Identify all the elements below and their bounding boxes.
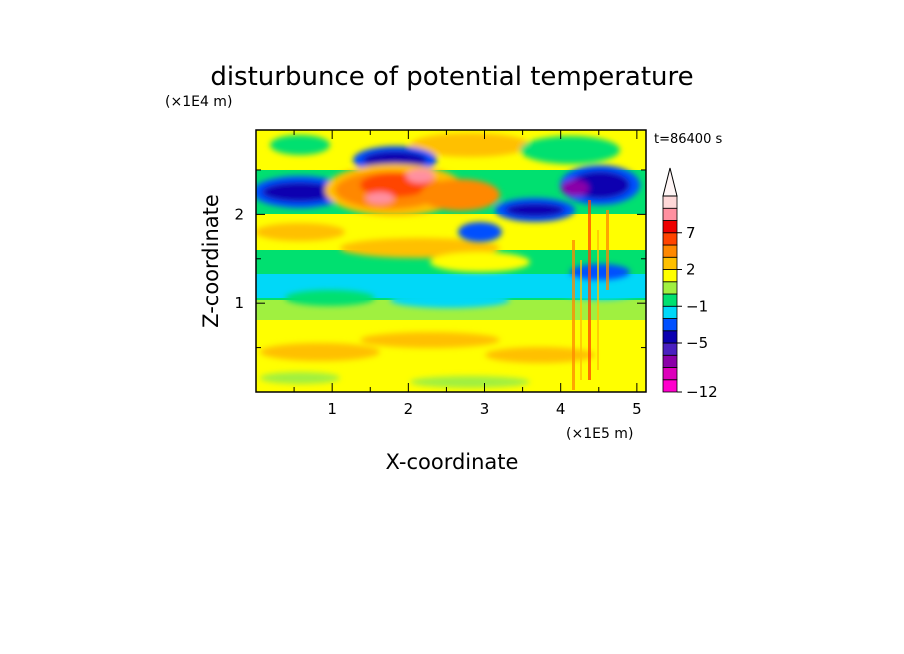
y-ticks: 12 — [234, 169, 646, 349]
colorbar-swatch — [662, 244, 678, 258]
colorbar-swatch — [662, 330, 678, 344]
colorbar-swatch — [662, 281, 678, 295]
colorbar-swatch — [662, 232, 678, 246]
x-tick-label: 5 — [632, 400, 642, 418]
colorbar-swatch — [662, 354, 678, 368]
colorbar-swatch — [662, 293, 678, 307]
y-axis-label: Z-coordinate — [199, 194, 223, 328]
colorbar-tick-label: 2 — [686, 261, 696, 279]
x-unit-label: (×1E5 m) — [566, 426, 633, 442]
plot-frame — [255, 129, 647, 393]
colorbar-swatch — [662, 367, 678, 381]
colorbar-tick-label: 7 — [686, 224, 696, 242]
x-ticks: 1 2 3 4 5 — [293, 130, 642, 418]
colorbar-swatch — [662, 342, 678, 356]
colorbar-swatch — [662, 207, 678, 221]
colorbar-swatch — [662, 269, 678, 283]
x-tick-label: 2 — [404, 400, 414, 418]
x-axis-label: X-coordinate — [386, 450, 519, 474]
colorbar-swatch — [662, 220, 678, 234]
y-tick-label: 1 — [234, 294, 244, 312]
colorbar-tick-label: −12 — [686, 383, 718, 401]
y-tick-label: 2 — [234, 205, 244, 223]
contour-field — [256, 130, 646, 392]
x-tick-label: 4 — [556, 400, 566, 418]
colorbar-swatch — [662, 305, 678, 319]
time-label: t=86400 s — [654, 132, 722, 147]
colorbar-extend-arrow — [662, 167, 678, 197]
colorbar-tick-label: −5 — [686, 334, 708, 352]
colorbar-tick-label: −1 — [686, 297, 708, 315]
x-tick-label: 1 — [327, 400, 337, 418]
colorbar-swatch — [662, 318, 678, 332]
chart-title: disturbunce of potential temperature — [210, 62, 693, 92]
colorbar-swatch — [662, 195, 678, 209]
y-unit-label: (×1E4 m) — [165, 94, 232, 110]
x-tick-label: 3 — [480, 400, 490, 418]
colorbar-swatch — [662, 379, 678, 393]
colorbar: 7 2 −1 −5 −12 — [662, 167, 718, 401]
colorbar-swatch — [662, 256, 678, 270]
